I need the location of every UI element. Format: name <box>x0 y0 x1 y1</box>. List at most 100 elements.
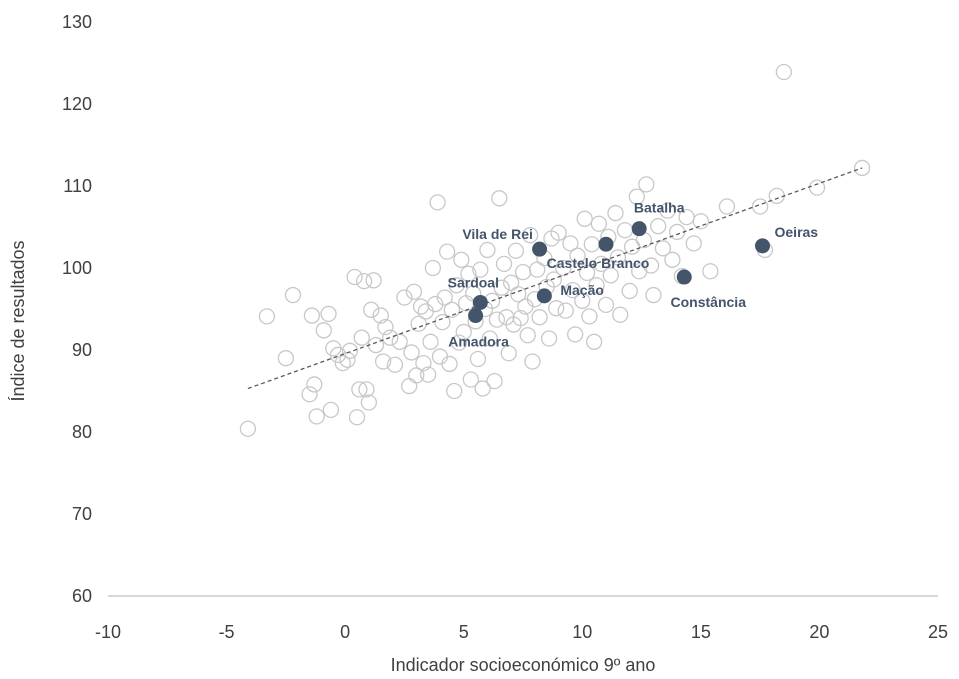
data-point <box>562 235 579 252</box>
data-point <box>654 240 672 257</box>
point-label: Batalha <box>634 200 685 216</box>
data-point <box>450 334 468 351</box>
data-point <box>329 346 347 364</box>
data-point <box>555 259 572 277</box>
x-tick-label: -10 <box>95 622 121 642</box>
data-point <box>448 277 465 294</box>
data-point <box>491 190 508 207</box>
data-point <box>545 271 562 288</box>
data-point <box>239 420 257 437</box>
point-label: Constância <box>671 294 747 310</box>
data-point <box>500 345 517 362</box>
x-tick-label: 15 <box>691 622 711 642</box>
data-point <box>422 333 439 350</box>
data-point <box>638 176 655 193</box>
data-point <box>301 386 318 403</box>
data-point <box>341 342 359 359</box>
data-point <box>469 350 487 368</box>
data-point <box>751 198 769 215</box>
data-point <box>303 307 321 324</box>
point-label: Oeiras <box>775 224 819 240</box>
data-point <box>322 401 340 419</box>
x-tick-label: 0 <box>340 622 350 642</box>
data-point <box>419 366 437 383</box>
data-point <box>306 376 323 393</box>
data-point <box>495 255 513 273</box>
data-point <box>308 408 325 425</box>
data-point <box>386 356 404 373</box>
data-point <box>320 305 337 323</box>
data-point <box>488 311 506 328</box>
data-point <box>474 380 491 397</box>
data-point <box>590 215 608 232</box>
data-point <box>481 330 498 347</box>
y-tick-label: 100 <box>62 258 92 278</box>
y-axis-title: Índice de resultados <box>8 240 28 401</box>
data-point <box>664 251 681 268</box>
data-point <box>396 289 413 306</box>
data-point <box>436 289 453 306</box>
highlighted-point <box>468 308 484 324</box>
highlighted-labels: Vila de Rei Batalha Oeiras Castelo Branco Co… <box>448 200 819 350</box>
x-tick-label: 25 <box>928 622 948 642</box>
data-point <box>775 63 793 81</box>
data-point <box>853 159 871 177</box>
data-point <box>479 241 496 259</box>
data-point <box>415 354 432 372</box>
data-point <box>576 210 593 227</box>
data-point <box>692 213 710 230</box>
data-point <box>581 308 598 325</box>
data-point <box>401 377 418 395</box>
data-point <box>628 188 645 205</box>
data-point <box>685 235 702 252</box>
highlighted-point <box>598 236 614 252</box>
x-axis-ticks: -10 -5 0 5 10 15 20 25 <box>95 622 948 642</box>
data-point <box>443 301 461 318</box>
data-point <box>431 348 449 365</box>
x-tick-label: -5 <box>219 622 235 642</box>
data-point <box>645 286 662 304</box>
highlighted-point <box>472 294 488 310</box>
x-axis-title: Indicador socioeconómico 9º ano <box>391 655 656 675</box>
data-point <box>365 272 382 289</box>
x-tick-label: 10 <box>572 622 592 642</box>
data-point <box>702 263 719 280</box>
data-point <box>434 313 451 331</box>
data-point <box>455 323 472 341</box>
data-point <box>486 373 503 390</box>
data-point <box>514 263 532 281</box>
y-tick-label: 60 <box>72 586 92 606</box>
y-axis-ticks: 60 70 80 90 100 110 120 130 <box>62 12 92 606</box>
data-point <box>372 307 389 324</box>
highlighted-point <box>536 288 552 304</box>
data-point <box>429 194 446 211</box>
data-point <box>382 329 399 346</box>
background-points <box>239 63 871 437</box>
data-point <box>453 251 470 268</box>
data-point <box>668 223 686 241</box>
data-point <box>524 353 541 370</box>
data-point <box>403 344 420 361</box>
data-point <box>427 295 444 313</box>
point-label: Mação <box>560 282 604 298</box>
data-point <box>609 249 627 266</box>
data-point <box>602 267 619 284</box>
data-point <box>346 268 363 286</box>
data-point <box>277 350 295 367</box>
data-point <box>412 298 430 315</box>
data-point <box>569 247 586 264</box>
data-point <box>583 236 600 253</box>
data-point <box>462 371 479 388</box>
data-point <box>460 265 477 282</box>
data-point <box>659 202 676 219</box>
data-point <box>616 222 634 239</box>
data-point <box>258 308 276 325</box>
point-label: Castelo Branco <box>547 255 650 271</box>
data-point <box>612 306 629 323</box>
data-point <box>808 179 826 196</box>
data-point <box>642 257 660 274</box>
data-point <box>578 264 596 282</box>
data-point <box>363 301 380 318</box>
data-point <box>519 327 536 344</box>
